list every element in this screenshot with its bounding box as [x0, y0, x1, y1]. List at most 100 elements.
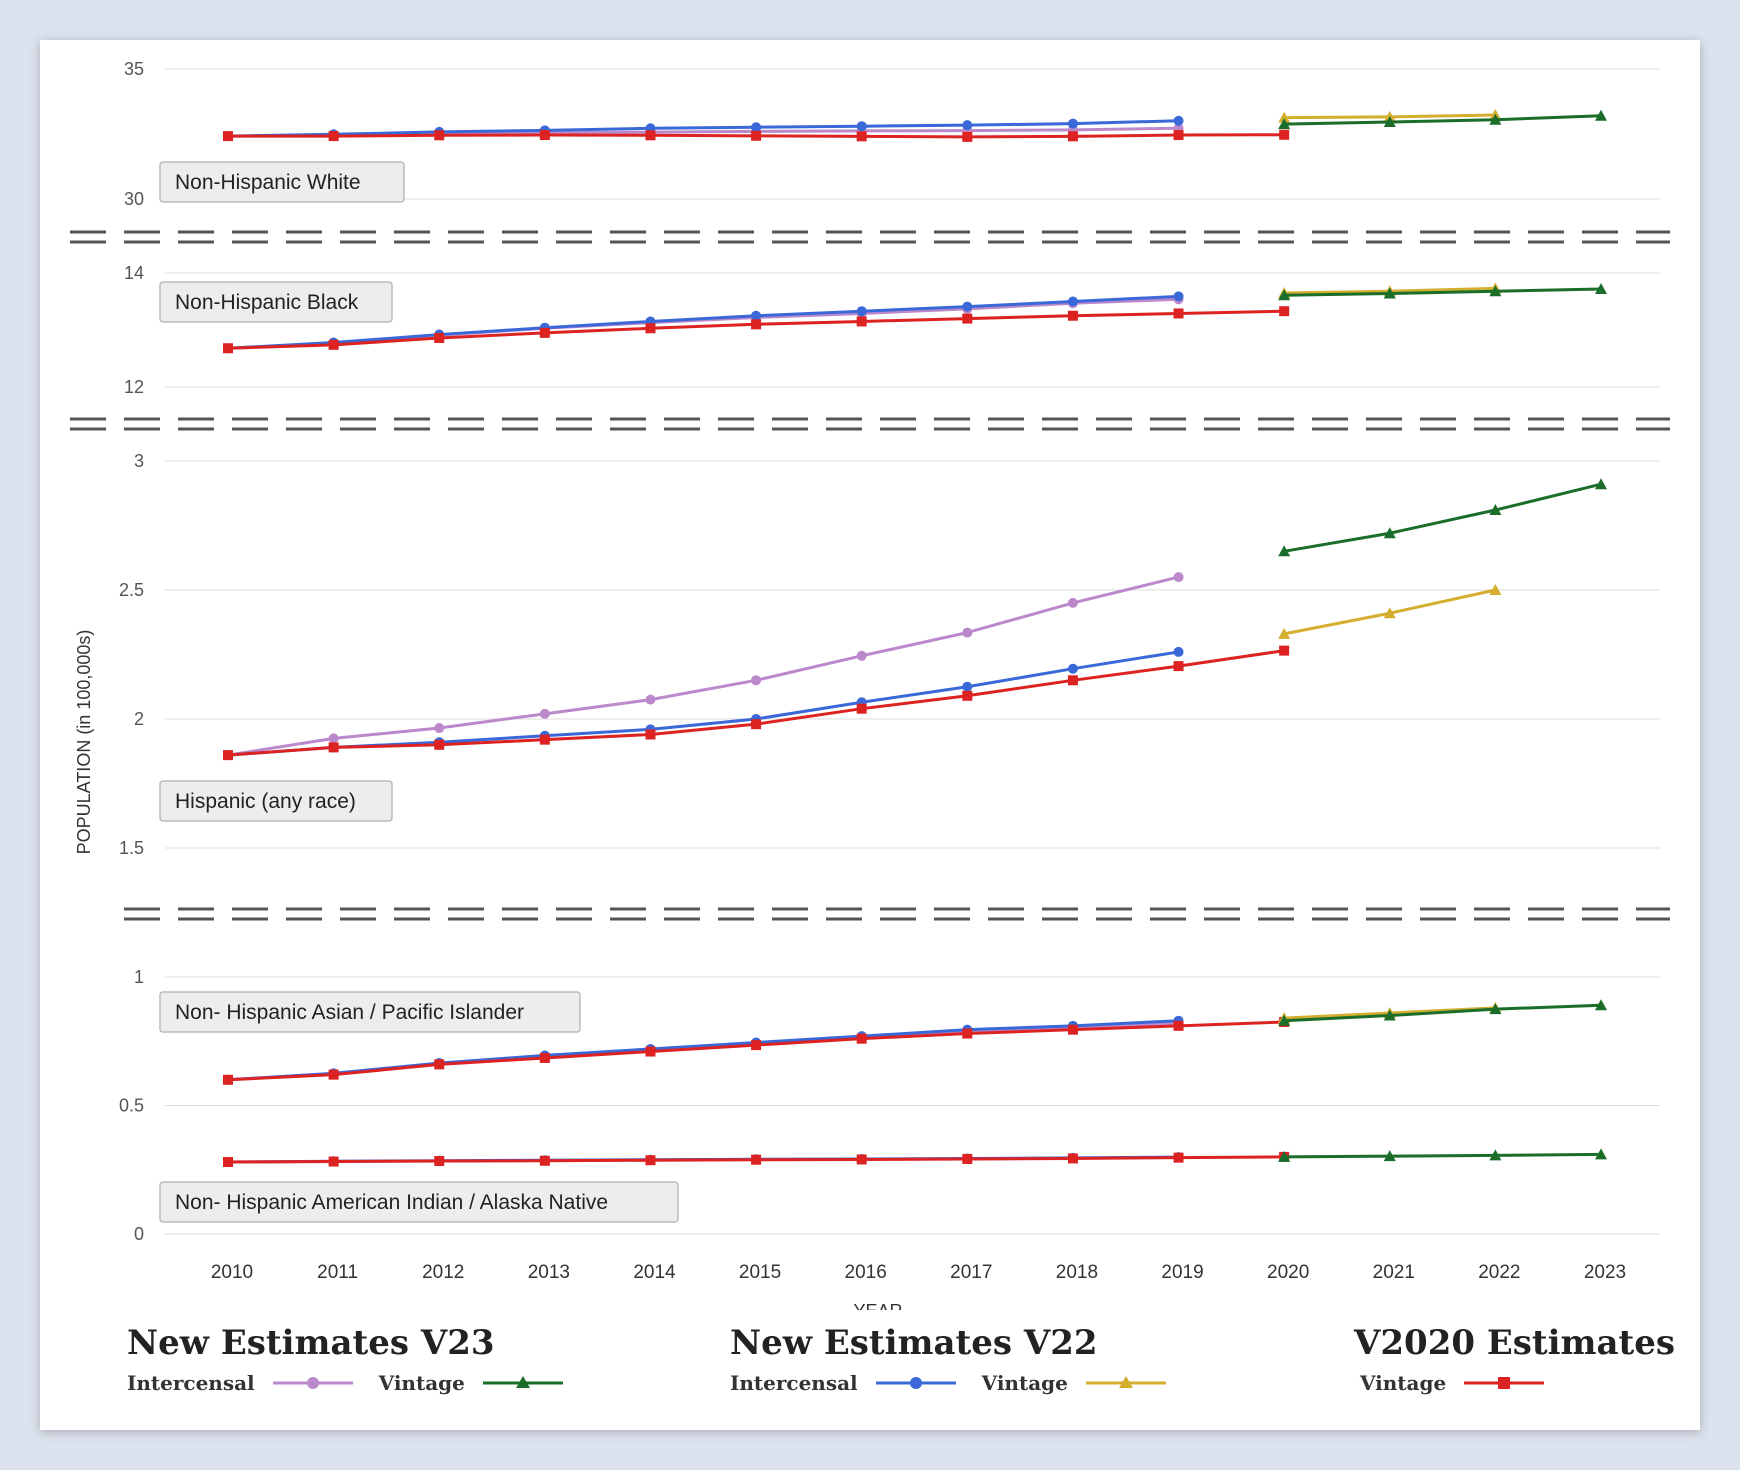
legend-v23-title: New Estimates V23	[127, 1323, 495, 1363]
point-v2020_vintage	[962, 313, 973, 324]
legend-v23-vintage-swatch	[482, 1376, 563, 1388]
point-v22_intercensal	[856, 306, 867, 317]
point-v2020_vintage	[223, 1157, 233, 1168]
point-v22_intercensal	[751, 122, 762, 133]
x-tick-label: 2010	[211, 1262, 253, 1283]
series-line-v2020_vintage	[227, 649, 1285, 757]
panel-label-box	[159, 1181, 679, 1223]
point-v23_intercensal	[645, 694, 656, 705]
legend-v23-vintage-label: Vintage	[378, 1371, 465, 1395]
point-v23_vintage	[1595, 282, 1607, 294]
point-v23_vintage	[1489, 1149, 1502, 1161]
point-v2020_vintage	[1173, 1020, 1184, 1031]
series-line-v23_vintage	[1284, 114, 1602, 126]
point-v2020_vintage	[1067, 675, 1078, 686]
x-axis-label: YEAR	[853, 1301, 902, 1310]
point-v2020_vintage	[434, 130, 445, 141]
legend-v22-vintage-label: Vintage	[981, 1371, 1068, 1395]
series-line-v22_intercensal	[227, 294, 1179, 350]
legend-v22-title: New Estimates V22	[730, 1323, 1098, 1363]
panel-label: Non-Hispanic Black	[175, 291, 359, 314]
point-v23_vintage	[1383, 1150, 1396, 1162]
point-v22_intercensal	[856, 121, 867, 132]
legend-v2020: V2020 Estimates Vintage	[1354, 1323, 1675, 1395]
chart-card: 35 30 14 12 3 2.5 2 1.5 1 0.5 0 Non-Hispanic White N…	[40, 40, 1700, 1430]
point-v22_intercensal	[1067, 663, 1078, 674]
panel-label: Non-Hispanic White	[175, 171, 361, 194]
point-v2020_vintage	[645, 323, 656, 334]
series-line-v23_intercensal	[227, 575, 1179, 757]
point-v2020_vintage	[1067, 1153, 1078, 1164]
point-v2020_vintage	[645, 729, 656, 740]
x-tick-label: 2021	[1373, 1262, 1415, 1283]
point-v2020_vintage	[434, 1059, 445, 1070]
legend-v22: New Estimates V22 Intercensal Vintage	[730, 1323, 1192, 1395]
point-v2020_vintage	[328, 1156, 339, 1167]
y-tick-label: 1	[134, 967, 144, 987]
series-line-v23_vintage	[1283, 482, 1602, 553]
y-tick-label: 0.5	[119, 1096, 144, 1116]
y-tick-label: 12	[124, 377, 144, 397]
legend-v23: New Estimates V23 Intercensal Vintage	[127, 1323, 589, 1395]
point-v2020_vintage	[539, 1155, 550, 1166]
point-v23_intercensal	[1173, 572, 1184, 583]
point-v2020_vintage	[328, 1069, 339, 1080]
point-v22_vintage	[1383, 607, 1396, 619]
point-v2020_vintage	[856, 316, 867, 327]
point-v2020_vintage	[539, 734, 550, 745]
y-tick-label: 0	[134, 1224, 144, 1244]
y-tick-label: 30	[124, 189, 144, 209]
point-v2020_vintage	[539, 130, 550, 141]
point-v2020_vintage	[962, 1153, 973, 1164]
x-tick-label: 2012	[422, 1262, 464, 1283]
point-v2020_vintage	[856, 1033, 867, 1044]
point-v2020_vintage	[328, 742, 339, 753]
y-tick-label: 14	[124, 263, 144, 283]
point-v23_intercensal	[962, 627, 973, 638]
y-tick-label: 2	[134, 709, 144, 729]
point-v2020_vintage	[1067, 310, 1078, 321]
x-tick-label: 2013	[528, 1262, 570, 1283]
plot-area: 35 30 14 12 3 2.5 2 1.5 1 0.5 0 Non-Hispanic White N…	[70, 59, 1670, 1310]
panel-label-box	[159, 780, 393, 822]
point-v23_intercensal	[539, 708, 550, 719]
point-v2020_vintage	[223, 750, 233, 761]
point-v23_intercensal	[328, 733, 339, 744]
point-v23_vintage	[1489, 504, 1502, 516]
point-v23_vintage	[1278, 118, 1291, 130]
legend-v23-intercensal-swatch	[272, 1377, 353, 1389]
point-v22_intercensal	[962, 120, 973, 131]
point-v23_vintage	[1595, 478, 1607, 490]
point-v2020_vintage	[856, 1154, 867, 1165]
x-tick-label: 2015	[739, 1262, 781, 1283]
panel-label-box	[159, 991, 581, 1033]
point-v2020_vintage	[1067, 131, 1078, 142]
point-v2020_vintage	[751, 319, 762, 330]
point-v23_vintage	[1383, 116, 1396, 128]
point-v2020_vintage	[962, 690, 973, 701]
legend-v2020-vintage-label: Vintage	[1360, 1371, 1447, 1395]
point-v2020_vintage	[751, 130, 762, 141]
point-v2020_vintage	[1279, 645, 1290, 656]
series-line-v23_vintage	[1284, 1003, 1602, 1023]
point-v2020_vintage	[223, 131, 233, 142]
legend-v2020-vintage-swatch	[1464, 1377, 1545, 1389]
point-v2020_vintage	[1173, 308, 1184, 319]
point-v23_vintage	[1383, 1009, 1396, 1021]
point-v22_vintage	[1278, 627, 1291, 639]
point-v23_vintage	[1278, 545, 1291, 557]
point-v2020_vintage	[751, 719, 762, 730]
point-v2020_vintage	[645, 1155, 656, 1166]
point-v2020_vintage	[1173, 1152, 1184, 1163]
point-v23_vintage	[1595, 999, 1607, 1011]
series-line-v22_intercensal	[227, 119, 1179, 138]
panel-label: Non- Hispanic Asian / Pacific Islander	[175, 1001, 524, 1024]
x-tick-label: 2023	[1584, 1262, 1626, 1283]
x-tick-label: 2017	[950, 1262, 992, 1283]
x-tick-label: 2018	[1056, 1262, 1098, 1283]
panel-label-box	[159, 281, 393, 323]
point-v22_vintage	[1489, 584, 1502, 595]
series-line-v23_vintage	[1284, 1152, 1602, 1159]
point-v22_intercensal	[1067, 296, 1078, 307]
x-tick-label: 2011	[317, 1262, 358, 1283]
